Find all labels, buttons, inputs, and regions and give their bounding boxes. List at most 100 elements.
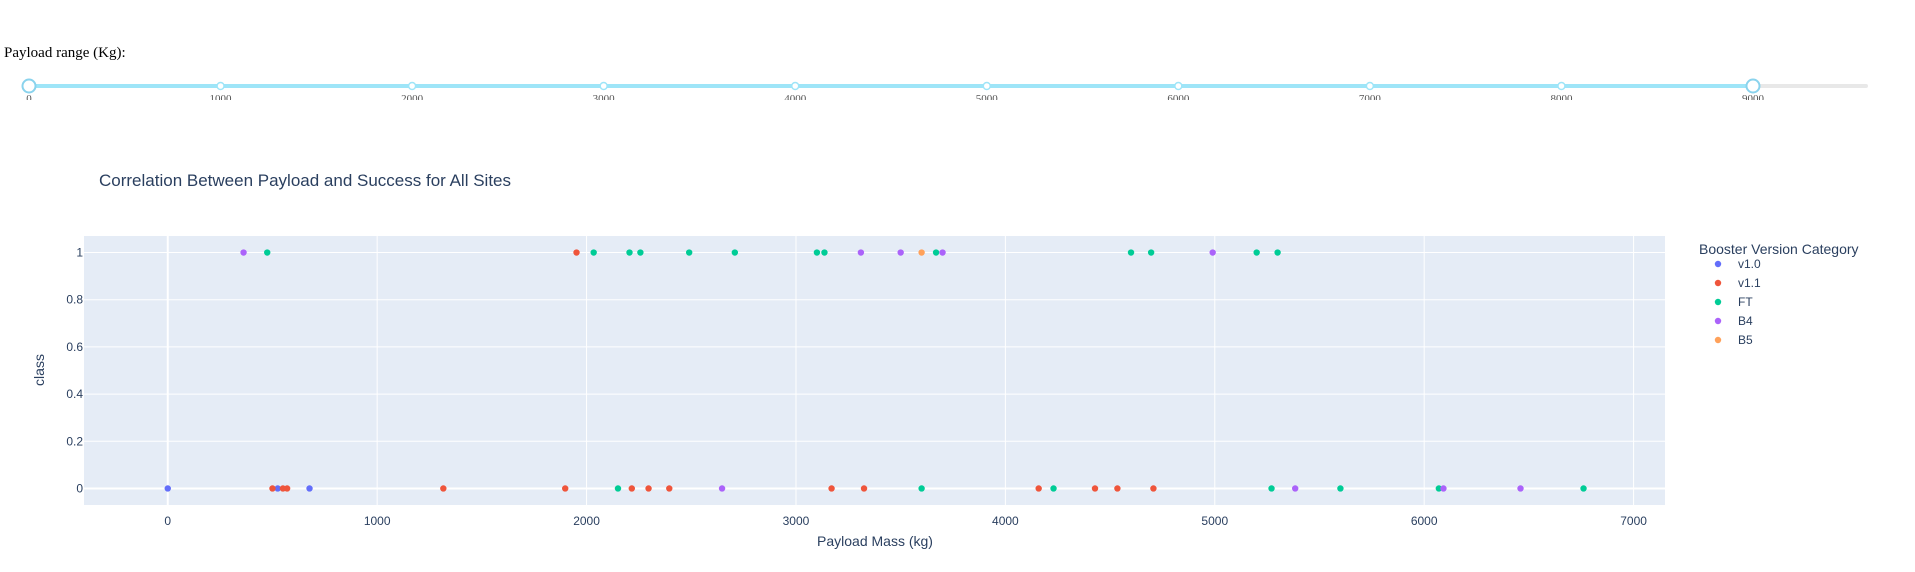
scatter-point xyxy=(1268,485,1275,492)
slider-mark-label[interactable]: 7000 xyxy=(1359,93,1382,100)
scatter-point xyxy=(1035,485,1042,492)
scatter-point xyxy=(637,249,644,256)
scatter-point xyxy=(860,485,868,492)
scatter-point xyxy=(1274,249,1281,256)
scatter-point xyxy=(828,485,835,492)
scatter-point xyxy=(269,485,276,492)
x-tick-label: 7000 xyxy=(1620,514,1647,528)
scatter-point xyxy=(279,485,287,492)
legend-label: B4 xyxy=(1738,314,1753,328)
legend-label: B5 xyxy=(1738,333,1753,347)
slider-mark-dot[interactable] xyxy=(1174,81,1183,91)
x-tick-label: 0 xyxy=(164,514,171,528)
y-axis-title: class xyxy=(31,354,47,386)
scatter-point xyxy=(813,249,821,256)
legend-marker xyxy=(1714,317,1722,325)
scatter-point xyxy=(1253,249,1260,256)
scatter-point xyxy=(628,485,636,492)
x-tick-label: 1000 xyxy=(364,514,391,528)
x-tick-label: 4000 xyxy=(992,514,1019,528)
scatter-point xyxy=(306,485,313,492)
plot-area xyxy=(84,236,1665,505)
scatter-point xyxy=(645,485,652,492)
legend-label: FT xyxy=(1738,295,1753,309)
y-tick-label: 1 xyxy=(76,246,83,260)
x-tick-label: 6000 xyxy=(1411,514,1438,528)
slider-mark-dot[interactable] xyxy=(790,81,800,91)
scatter-point xyxy=(1091,485,1099,492)
legend[interactable]: v1.0 v1.1 FT B4 B5 xyxy=(1714,257,1761,347)
slider-handle-max[interactable] xyxy=(1745,78,1761,94)
slider-mark-dot[interactable] xyxy=(599,81,608,91)
legend-label: v1.0 xyxy=(1738,257,1761,271)
scatter-point xyxy=(1114,485,1121,492)
scatter-point xyxy=(932,249,940,256)
slider-mark-label[interactable]: 1000 xyxy=(210,93,233,100)
slider-mark-label[interactable]: 4000 xyxy=(784,93,807,100)
scatter-point xyxy=(685,249,693,256)
scatter-point xyxy=(1147,249,1155,256)
y-tick-label: 0.2 xyxy=(66,434,83,448)
data-points xyxy=(164,249,1587,492)
scatter-point xyxy=(1337,485,1344,492)
scatter-point xyxy=(1435,485,1443,492)
slider-mark-label[interactable]: 6000 xyxy=(1167,93,1190,100)
slider-mark-dot[interactable] xyxy=(216,81,225,91)
payload-range-label: Payload range (Kg): xyxy=(4,45,126,61)
axis-ticks: 0 1000 2000 3000 4000 5000 6000 7000 0 0.2 0.4 0.6 0… xyxy=(66,246,1647,528)
grid-lines xyxy=(84,236,1665,505)
scatter-point xyxy=(164,485,171,492)
scatter-point xyxy=(918,249,925,256)
legend-item[interactable]: B4 xyxy=(1714,314,1753,328)
y-tick-label: 0.8 xyxy=(66,293,83,307)
scatter-point xyxy=(857,249,865,256)
scatter-point xyxy=(614,485,622,492)
legend-title: Booster Version Category xyxy=(1699,241,1859,257)
x-tick-label: 5000 xyxy=(1201,514,1228,528)
legend-label: v1.1 xyxy=(1738,276,1761,290)
scatter-point xyxy=(1050,485,1057,492)
chart-title: Correlation Between Payload and Success … xyxy=(99,171,511,190)
scatter-point xyxy=(440,485,447,492)
x-axis-title: Payload Mass (kg) xyxy=(817,533,933,549)
y-tick-label: 0 xyxy=(76,481,83,495)
scatter-point xyxy=(573,249,580,256)
scatter-point xyxy=(897,249,904,256)
legend-marker xyxy=(1714,336,1722,344)
legend-item[interactable]: v1.0 xyxy=(1714,257,1761,271)
scatter-point xyxy=(731,249,739,256)
slider-mark-dot[interactable] xyxy=(982,81,992,91)
slider-mark-label[interactable]: 2000 xyxy=(401,93,424,100)
slider-mark-dot[interactable] xyxy=(1365,81,1375,91)
slider-track-selected[interactable] xyxy=(29,84,1753,88)
legend-marker xyxy=(1714,279,1722,287)
scatter-point xyxy=(1209,249,1216,256)
slider-mark-label[interactable]: 9000 xyxy=(1742,93,1765,100)
slider-handle-min[interactable] xyxy=(21,78,37,94)
slider-mark-dot[interactable] xyxy=(1557,81,1566,91)
slider-mark-label[interactable]: 3000 xyxy=(593,93,616,100)
slider-mark-label[interactable]: 8000 xyxy=(1550,93,1573,100)
y-tick-label: 0.4 xyxy=(66,387,83,401)
payload-range-slider[interactable]: 0 1000 2000 3000 4000 5000 6000 7000 8000 9000 xyxy=(0,70,1915,100)
scatter-point xyxy=(666,485,673,492)
legend-item[interactable]: B5 xyxy=(1714,333,1753,347)
slider-mark-label[interactable]: 0 xyxy=(26,93,32,100)
scatter-point xyxy=(1440,485,1447,492)
legend-item[interactable]: FT xyxy=(1714,295,1754,309)
scatter-point xyxy=(240,249,247,256)
x-tick-label: 3000 xyxy=(783,514,810,528)
scatter-point xyxy=(1291,485,1299,492)
legend-item[interactable]: v1.1 xyxy=(1714,276,1761,290)
scatter-point xyxy=(1580,485,1587,492)
scatter-point xyxy=(274,485,281,492)
scatter-point xyxy=(562,485,569,492)
scatter-point xyxy=(918,485,925,492)
legend-marker xyxy=(1714,298,1722,306)
slider-mark-label[interactable]: 5000 xyxy=(976,93,999,100)
scatter-point xyxy=(590,249,597,256)
slider-mark-dot[interactable] xyxy=(407,81,417,91)
x-tick-label: 2000 xyxy=(573,514,600,528)
scatter-point xyxy=(264,249,271,256)
